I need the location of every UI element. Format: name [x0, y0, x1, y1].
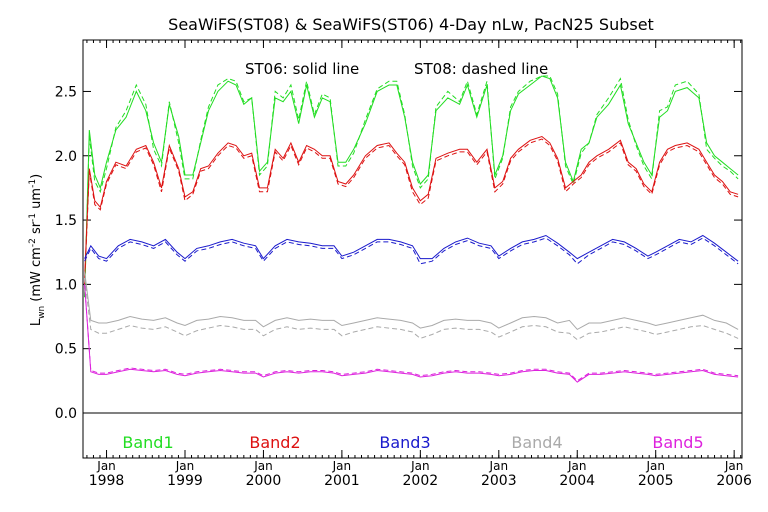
x-tick-month-label: Jan: [645, 459, 665, 473]
y-tick-label: 2.0: [55, 149, 77, 165]
legend-band3: Band3: [379, 433, 430, 452]
y-axis-title-group: Lwn (mW cm-2 sr-1 um-1): [28, 174, 47, 326]
legend: Band1 Band2 Band3 Band4 Band5: [122, 433, 703, 452]
band1-st08-dashed-line: [84, 75, 739, 298]
y-axis-title-exp1: -2: [28, 238, 38, 247]
x-tick-year-label: 2006: [716, 473, 752, 489]
x-tick-year-label: 1998: [89, 473, 125, 489]
plot-area: 0.00.51.01.52.02.5Jan1998Jan1999Jan2000J…: [55, 39, 752, 489]
legend-band5: Band5: [652, 433, 703, 452]
y-axis-title-close: ): [29, 174, 44, 179]
y-axis-title-units-open: (mW cm: [29, 247, 44, 306]
band5-st06-solid-line: [84, 284, 739, 383]
x-tick-month-label: Jan: [175, 459, 195, 473]
y-tick-label: 0.0: [55, 406, 77, 422]
band1-st06-solid-line: [84, 75, 739, 298]
band2-st06-solid-line: [84, 135, 739, 278]
y-tick-label: 0.5: [55, 342, 77, 358]
band5-st08-dashed-line: [84, 284, 739, 382]
y-axis-title-sub: wn: [37, 306, 47, 319]
x-tick-year-label: 1999: [167, 473, 203, 489]
annotation-solid: ST06: solid line: [245, 60, 359, 78]
x-tick-year-label: 2005: [638, 473, 674, 489]
x-tick-month-label: Jan: [253, 459, 273, 473]
legend-band4: Band4: [511, 433, 562, 452]
x-tick-year-label: 2002: [403, 473, 439, 489]
y-axis-title-exp2: -1: [28, 213, 38, 222]
band3-st06-solid-line: [84, 234, 739, 262]
y-tick-label: 2.5: [55, 84, 77, 100]
x-tick-year-label: 2000: [246, 473, 282, 489]
band2-st08-dashed-line: [84, 138, 739, 285]
band4-st06-solid-line: [84, 271, 739, 331]
x-tick-year-label: 2003: [481, 473, 517, 489]
x-tick-month-label: Jan: [96, 459, 116, 473]
legend-band1: Band1: [122, 433, 173, 452]
x-tick-month-label: Jan: [410, 459, 430, 473]
x-tick-year-label: 2004: [559, 473, 595, 489]
x-tick-month-label: Jan: [567, 459, 587, 473]
y-axis-title-mid1: sr: [29, 221, 44, 238]
x-tick-month-label: Jan: [489, 459, 509, 473]
y-tick-label: 1.5: [55, 213, 77, 229]
x-tick-month-label: Jan: [724, 459, 744, 473]
series-group: [84, 75, 739, 383]
y-axis-title-main: L: [29, 318, 44, 326]
legend-band2: Band2: [249, 433, 300, 452]
band3-st08-dashed-line: [84, 237, 739, 265]
band4-st08-dashed-line: [84, 277, 739, 341]
y-axis-title-mid2: um: [29, 188, 44, 213]
x-tick-year-label: 2001: [324, 473, 360, 489]
x-tick-month-label: Jan: [332, 459, 352, 473]
plot-frame: [82, 39, 743, 459]
annotation-dashed: ST08: dashed line: [414, 60, 548, 78]
y-tick-label: 1.0: [55, 277, 77, 293]
chart-title: SeaWiFS(ST08) & SeaWiFS(ST06) 4-Day nLw,…: [168, 15, 654, 34]
y-axis-title: Lwn (mW cm-2 sr-1 um-1): [28, 174, 47, 326]
y-axis-title-exp3: -1: [28, 179, 38, 188]
